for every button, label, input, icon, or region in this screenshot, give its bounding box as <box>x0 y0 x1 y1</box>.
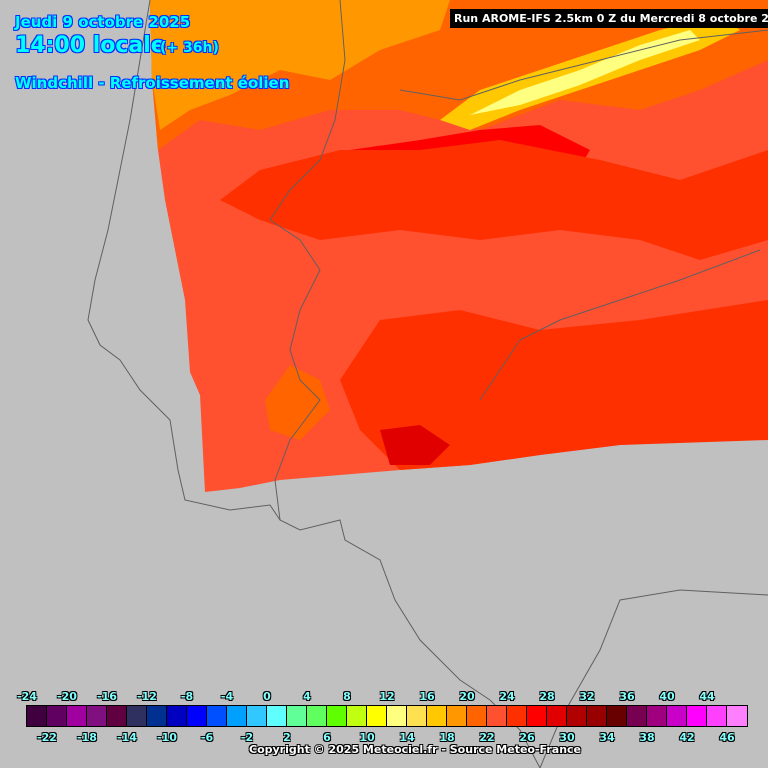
legend-swatch <box>167 706 187 726</box>
legend-label-top: 16 <box>419 690 435 703</box>
legend-swatch <box>347 706 367 726</box>
copyright-text: Copyright © 2025 Meteociel.fr - Source M… <box>249 743 582 756</box>
legend-label-bottom: 14 <box>399 731 415 744</box>
legend-label-top: 32 <box>579 690 595 703</box>
legend-label-bottom: -18 <box>77 731 97 744</box>
field-red-2 <box>340 300 768 470</box>
legend-swatch <box>367 706 387 726</box>
legend-swatch <box>247 706 267 726</box>
legend-label-bottom: 22 <box>479 731 495 744</box>
variable-title: Windchill - Refroissement éolien <box>15 74 290 92</box>
legend-label-top: -24 <box>17 690 37 703</box>
field-red-1 <box>220 140 768 260</box>
legend-label-bottom: 46 <box>719 731 735 744</box>
legend-swatch <box>447 706 467 726</box>
legend-swatch <box>667 706 687 726</box>
legend-swatch <box>267 706 287 726</box>
legend-label-bottom: -10 <box>157 731 177 744</box>
legend-label-top: -8 <box>180 690 194 703</box>
legend-swatch <box>67 706 87 726</box>
forecast-time: 14:00 locale <box>15 33 166 58</box>
legend-swatch <box>627 706 647 726</box>
legend-label-top: 8 <box>343 690 351 703</box>
legend-swatch <box>727 706 747 726</box>
borders-coastlines <box>87 0 768 768</box>
forecast-date: Jeudi 9 octobre 2025 <box>15 13 191 31</box>
legend-label-top: -12 <box>137 690 157 703</box>
mediterranean-coast <box>539 589 768 768</box>
legend-swatch <box>427 706 447 726</box>
legend-swatch <box>227 706 247 726</box>
legend-swatch <box>87 706 107 726</box>
internal-border-1 <box>399 29 768 101</box>
field-orange-patch <box>265 365 330 440</box>
legend-label-bottom: 2 <box>283 731 291 744</box>
legend-swatch <box>647 706 667 726</box>
legend-swatch <box>587 706 607 726</box>
legend-label-top: -4 <box>220 690 234 703</box>
legend-swatch <box>287 706 307 726</box>
legend-swatch <box>507 706 527 726</box>
legend-label-bottom: 10 <box>359 731 375 744</box>
spain-portugal-border <box>269 0 346 521</box>
legend-swatch <box>327 706 347 726</box>
legend-label-bottom: -6 <box>200 731 214 744</box>
legend-label-top: -16 <box>97 690 117 703</box>
legend-swatch <box>107 706 127 726</box>
internal-border-2 <box>479 249 761 401</box>
legend-swatch <box>607 706 627 726</box>
field-mountains-high <box>470 30 700 115</box>
atlantic-coastline <box>87 0 541 768</box>
legend-label-top: 12 <box>379 690 395 703</box>
legend-swatch <box>47 706 67 726</box>
legend-label-bottom: 30 <box>559 731 575 744</box>
forecast-lead-time: (+ 36h) <box>160 40 219 56</box>
legend-label-bottom: 6 <box>323 731 331 744</box>
legend-label-top: 36 <box>619 690 635 703</box>
legend-label-bottom: -14 <box>117 731 137 744</box>
legend-swatch <box>707 706 727 726</box>
legend-swatch <box>547 706 567 726</box>
legend-label-bottom: 26 <box>519 731 535 744</box>
legend-label-bottom: 18 <box>439 731 455 744</box>
forecast-field <box>150 0 768 492</box>
color-legend <box>26 705 748 727</box>
legend-label-bottom: 34 <box>599 731 615 744</box>
legend-label-top: 0 <box>263 690 271 703</box>
legend-swatch <box>407 706 427 726</box>
legend-swatch <box>467 706 487 726</box>
legend-label-bottom: 38 <box>639 731 655 744</box>
legend-label-bottom: 42 <box>679 731 695 744</box>
legend-swatch <box>187 706 207 726</box>
legend-swatch <box>307 706 327 726</box>
legend-swatch <box>527 706 547 726</box>
legend-swatch <box>127 706 147 726</box>
legend-label-top: 28 <box>539 690 555 703</box>
field-dark-red <box>380 425 450 465</box>
legend-swatch <box>27 706 47 726</box>
legend-swatch <box>207 706 227 726</box>
legend-label-top: 40 <box>659 690 675 703</box>
run-banner: Run AROME-IFS 2.5km 0 Z du Mercredi 8 oc… <box>450 9 768 28</box>
legend-label-top: 24 <box>499 690 515 703</box>
field-north-orange <box>150 0 450 130</box>
legend-swatch <box>487 706 507 726</box>
legend-label-bottom: -22 <box>37 731 57 744</box>
legend-label-top: 20 <box>459 690 475 703</box>
legend-label-top: 4 <box>303 690 311 703</box>
legend-swatch <box>567 706 587 726</box>
legend-swatch <box>387 706 407 726</box>
legend-label-top: -20 <box>57 690 77 703</box>
legend-swatch <box>147 706 167 726</box>
legend-swatch <box>687 706 707 726</box>
legend-label-bottom: -2 <box>240 731 254 744</box>
legend-label-top: 44 <box>699 690 715 703</box>
